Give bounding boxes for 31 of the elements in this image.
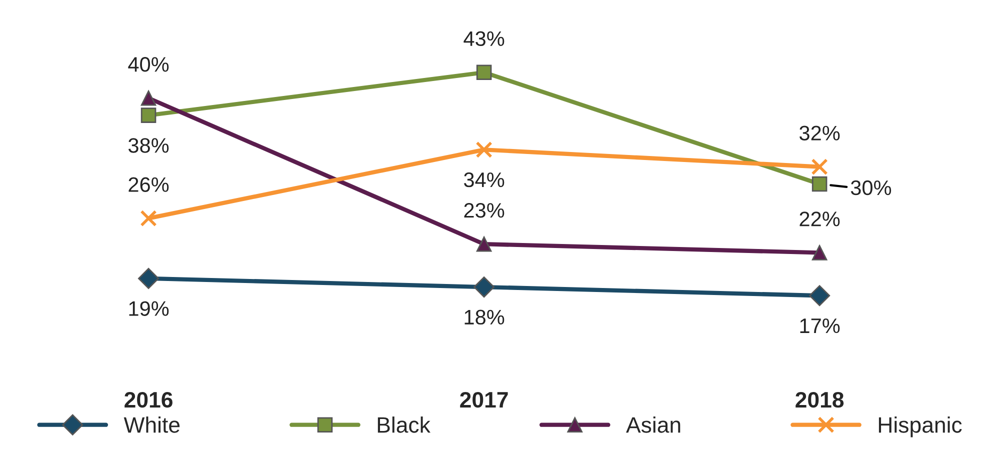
point (476, 64, 492, 80)
point (140, 210, 157, 227)
point (140, 90, 156, 106)
x-tick-label: 2017 (460, 392, 508, 408)
point (476, 236, 492, 252)
data-label: 23% (464, 203, 504, 218)
point (476, 141, 492, 158)
point (812, 245, 828, 260)
point (138, 268, 160, 289)
legend-label: Hispanic (878, 416, 962, 438)
point (474, 276, 495, 298)
point (812, 176, 828, 192)
legend-label: Black (378, 416, 430, 433)
data-label: 19% (129, 301, 169, 316)
data-label: 18% (464, 310, 504, 325)
data-label: 38% (128, 138, 169, 153)
x-tick-label: 2016 (124, 392, 172, 408)
legend-label: Asian (626, 416, 680, 433)
data-label: 22% (800, 212, 840, 226)
data-label: 32% (800, 126, 840, 140)
data-label: 30% (850, 180, 892, 196)
data-label: 40% (128, 57, 169, 72)
point (809, 285, 830, 306)
x-tick-label: 2018 (796, 392, 844, 408)
point (140, 108, 156, 123)
legend-label: White (124, 416, 180, 433)
data-label: 43% (464, 31, 504, 46)
point (811, 158, 828, 176)
data-label: 17% (800, 318, 840, 334)
data-label: 26% (128, 177, 169, 192)
data-label: 34% (464, 172, 504, 188)
